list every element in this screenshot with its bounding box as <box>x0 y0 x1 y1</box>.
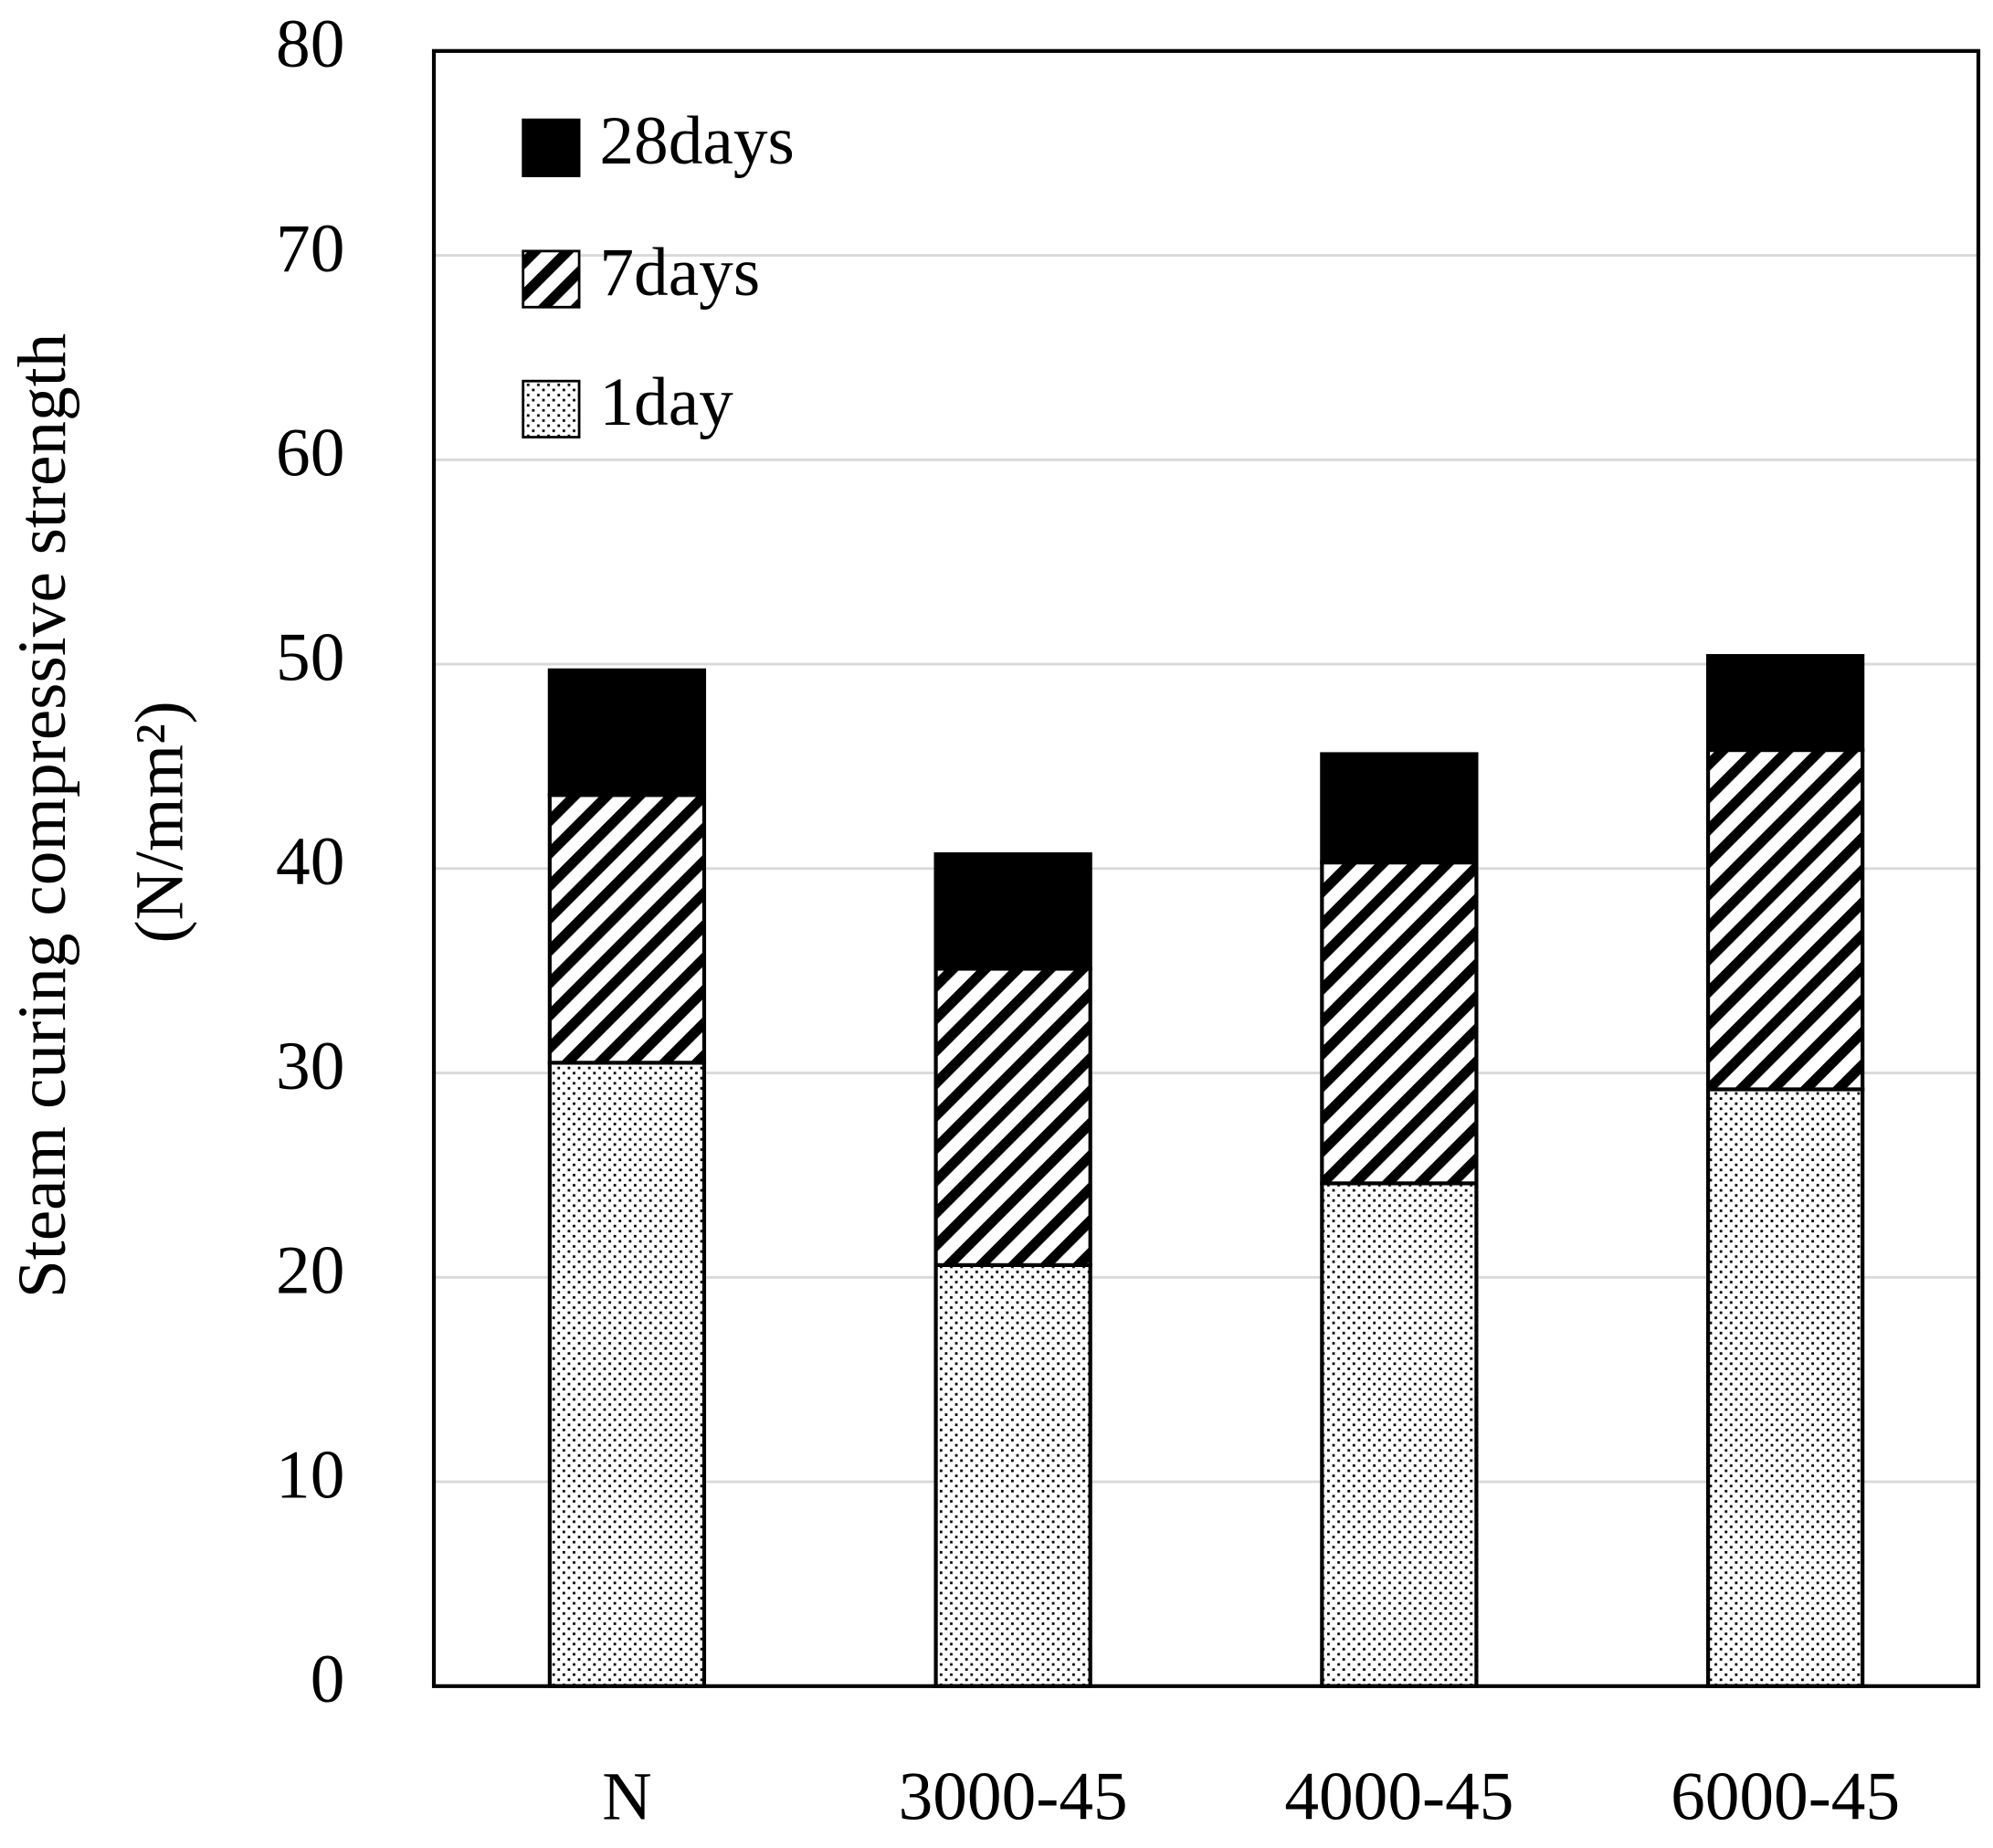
bar-segment <box>547 668 707 797</box>
y-tick-label: 60 <box>276 416 344 491</box>
bar-segment <box>547 793 707 1065</box>
bar-segment <box>1320 861 1479 1186</box>
legend-label: 7days <box>599 235 760 311</box>
x-tick-label: 4000-45 <box>1284 1758 1513 1834</box>
y-tick-label: 50 <box>276 619 344 695</box>
bar-segment <box>1320 752 1479 865</box>
y-tick-label: 20 <box>276 1233 344 1309</box>
x-tick-label: 6000-45 <box>1671 1758 1900 1834</box>
legend-swatch <box>522 379 581 438</box>
y-axis-label: (N/mm²) <box>121 701 197 943</box>
bar-segment <box>933 966 1092 1267</box>
legend-swatch <box>522 249 581 309</box>
bar-segment <box>933 1262 1092 1688</box>
y-tick-label: 70 <box>276 211 344 287</box>
x-tick-label: N <box>602 1758 651 1834</box>
bar-segment <box>1705 654 1865 753</box>
y-tick-label: 80 <box>276 6 344 82</box>
bar-segment <box>1320 1181 1479 1688</box>
legend-label: 28days <box>599 103 794 179</box>
y-axis-label: Steam curing compressive strength <box>5 333 80 1298</box>
x-tick-label: 3000-45 <box>899 1758 1128 1834</box>
y-tick-label: 30 <box>276 1029 344 1104</box>
y-tick-label: 40 <box>276 824 344 900</box>
bar-segment <box>1705 747 1865 1092</box>
bar-segment <box>933 852 1092 971</box>
legend-label: 1day <box>599 364 733 440</box>
legend-swatch <box>522 118 581 177</box>
bar-segment <box>1705 1087 1865 1688</box>
bar-segment <box>547 1061 707 1688</box>
plot-frame <box>431 48 1981 1688</box>
y-tick-label: 0 <box>311 1642 345 1717</box>
y-tick-label: 10 <box>276 1437 344 1513</box>
